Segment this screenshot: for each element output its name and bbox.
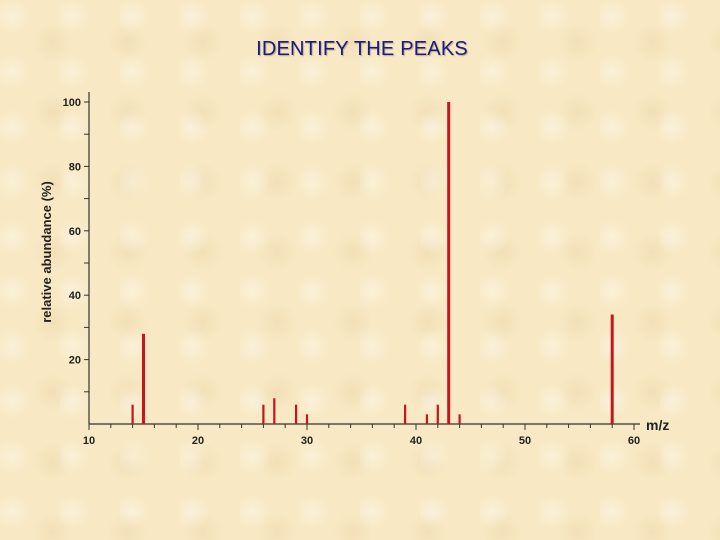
y-tick-label: 40 <box>69 290 81 302</box>
peak-bar <box>131 404 134 424</box>
x-tick-label: 40 <box>410 435 422 447</box>
x-tick-label: 20 <box>192 435 204 447</box>
peak-bar <box>273 398 276 424</box>
peak-bar <box>262 404 265 424</box>
slide-title: IDENTIFY THE PEAKS <box>256 38 468 60</box>
y-tick-label: 60 <box>69 226 81 238</box>
chart-bars <box>131 102 614 424</box>
x-tick-label: 50 <box>519 435 531 447</box>
peak-bar <box>436 404 439 424</box>
x-tick-label: 10 <box>83 435 95 447</box>
x-tick-label: 30 <box>301 435 313 447</box>
peak-bar <box>447 102 451 424</box>
chart-axes <box>88 92 640 425</box>
y-tick-label: 80 <box>69 161 81 173</box>
y-tick-label: 20 <box>69 355 81 367</box>
peak-bar <box>458 414 461 424</box>
y-axis-ticks: 20 40 60 80 100 <box>63 97 89 393</box>
peak-bar <box>610 314 614 424</box>
x-tick-label: 60 <box>628 435 640 447</box>
peak-bar <box>305 414 309 424</box>
x-axis-ticks: 10 20 30 40 50 60 <box>83 424 640 447</box>
x-axis-label: m/z <box>646 417 669 433</box>
y-tick-label: 100 <box>63 97 81 109</box>
y-axis-label: relative abundance (%) <box>39 181 54 323</box>
peak-bar <box>404 404 407 424</box>
peak-bar <box>425 414 428 424</box>
peak-bar <box>142 333 145 424</box>
peak-bar <box>295 404 298 424</box>
